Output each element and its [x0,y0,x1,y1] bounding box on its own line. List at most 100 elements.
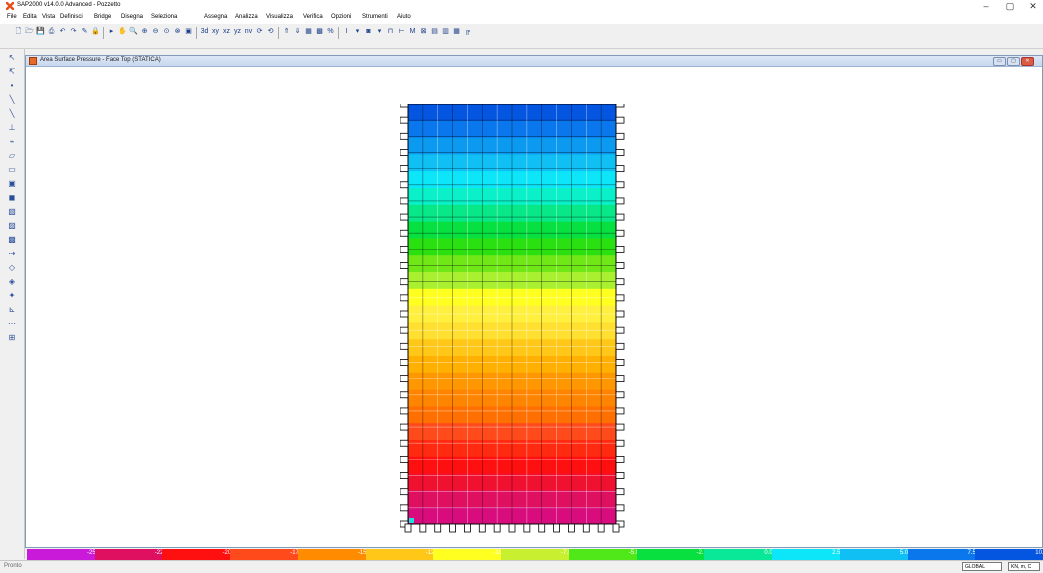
menu-define[interactable]: Definisci [60,14,83,20]
menu-file[interactable]: File [7,14,17,20]
open-file-icon[interactable]: 🗁 [25,28,34,35]
view-nv-icon[interactable]: nv [244,28,253,35]
view-xy-icon[interactable]: xy [212,28,219,35]
concrete-design-icon[interactable]: ▥ [442,28,449,35]
move-down-icon[interactable]: ⇓ [294,28,301,35]
legend-label: 2.5 [832,550,841,556]
menu-edit[interactable]: Edita [23,14,37,20]
status-bar: Pronto GLOBAL KN, m, C [0,560,1043,573]
percent-icon[interactable]: % [327,28,334,35]
virtual-work-icon[interactable]: M [409,28,416,35]
bridge-icon[interactable]: ╔ [465,28,470,35]
zoom-window-icon[interactable]: 🔍 [129,28,138,35]
snap-intersection-icon[interactable]: ✦ [8,291,16,300]
new-file-icon[interactable]: 🗋 [15,28,22,35]
area-stress-contour[interactable] [400,104,626,544]
joint-restraint-marker [615,294,625,302]
menu-select[interactable]: Seleziona [151,14,178,20]
show-deformed-icon[interactable]: ◙ [366,28,371,35]
reshape-icon[interactable]: ↸ [8,67,16,76]
maximize-button[interactable]: ▢ [1005,1,1015,11]
draw-cable-icon[interactable]: ╲ [9,109,15,118]
show-undeformed-icon[interactable]: I [345,28,348,35]
intersecting-line-icon[interactable]: ⇢ [8,249,16,258]
mdi-restore-button[interactable]: ▢ [1007,57,1020,66]
lock-icon[interactable]: 🔒 [91,28,100,35]
draw-rect-area-icon[interactable]: ▭ [8,165,16,174]
joint-restraint-marker [400,181,409,189]
table-icon[interactable]: ▦ [453,28,460,35]
object-shrink-icon[interactable]: ▦ [305,28,312,35]
snap-perpendicular-icon[interactable]: ⊾ [8,305,16,314]
snap-points-icon[interactable]: ◇ [8,263,16,272]
select-all-icon[interactable]: ▧ [8,207,16,216]
joint-restraint-marker [615,310,625,318]
menu-display[interactable]: Visualizza [266,14,293,20]
joint-restraint-marker [615,197,625,205]
joint-restraint-marker [615,165,625,173]
pencil-icon[interactable]: ✎ [81,28,88,35]
zoom-previous-icon[interactable]: ⊗ [174,28,181,35]
joint-restraint-marker [419,523,427,533]
draw-frame-icon[interactable]: ╲ [9,95,15,104]
steel-design-icon[interactable]: ▤ [431,28,438,35]
quick-draw-icon[interactable]: ⊥ [8,123,16,132]
shell-forces-icon[interactable]: ⊢ [398,28,405,35]
zoom-full-icon[interactable]: ⊙ [163,28,170,35]
run-analysis-icon[interactable]: ▸ [109,28,114,35]
pan-icon[interactable]: ✋ [118,28,127,35]
close-button[interactable]: ✕ [1029,1,1037,11]
draw-link-icon[interactable]: ⌁ [9,137,15,146]
design-icon[interactable]: ⊠ [420,28,427,35]
refresh-view-icon[interactable]: ▣ [185,28,192,35]
joint-restraint-marker [568,523,575,533]
window-icon [29,57,37,65]
draw-solid-icon[interactable]: ◼ [8,193,16,202]
joint-restraint-marker [464,523,471,533]
show-forces-icon[interactable]: ▾ [355,28,360,35]
mdi-minimize-button[interactable]: ▭ [993,57,1006,66]
frame-diagram-icon[interactable]: ⊓ [387,28,394,35]
menu-options[interactable]: Opzioni [331,14,352,20]
zoom-in-icon[interactable]: ⊕ [141,28,148,35]
show-stresses-icon[interactable]: ▾ [377,28,382,35]
undo-icon[interactable]: ↶ [59,28,66,35]
menu-design[interactable]: Verifica [303,14,323,20]
menu-bridge[interactable]: Bridge [94,14,112,20]
menu-draw[interactable]: Disegna [121,14,144,20]
quick-area-icon[interactable]: ▣ [8,179,16,188]
snap-lines-icon[interactable]: ⋯ [8,319,16,328]
display-options-icon[interactable]: ▩ [316,28,323,35]
mdi-close-button[interactable]: ✕ [1021,57,1034,66]
pointer-icon[interactable]: ↖ [8,53,16,62]
minimize-button[interactable]: – [983,1,989,11]
legend-segment: 0.0 [704,549,773,560]
menu-tools[interactable]: Strumenti [362,14,388,20]
menu-analyze[interactable]: Analizza [235,14,258,20]
perspective-icon[interactable]: ⟲ [267,28,274,35]
snap-grid-icon[interactable]: ⊞ [8,333,16,342]
rotate-icon[interactable]: ⟳ [256,28,263,35]
move-up-icon[interactable]: ⇑ [283,28,290,35]
view-xz-icon[interactable]: xz [223,28,230,35]
view-3d-icon[interactable]: 3d [200,28,209,35]
menu-help[interactable]: Aiuto [397,14,411,20]
snap-ends-icon[interactable]: ◈ [8,277,16,286]
print-icon[interactable]: ⎙ [48,28,55,35]
menu-assign[interactable]: Assegna [204,14,228,20]
joint-restraint-marker [615,439,625,447]
units-select[interactable]: KN, m, C [1008,562,1040,571]
redo-icon[interactable]: ↷ [70,28,77,35]
clear-selection-icon[interactable]: ▩ [8,235,16,244]
zoom-out-icon[interactable]: ⊖ [152,28,159,35]
get-previous-icon[interactable]: ▨ [8,221,16,230]
coordinate-system-select[interactable]: GLOBAL [962,562,1002,571]
dot-icon[interactable]: • [10,81,14,90]
joint-restraint-marker [615,455,625,463]
draw-poly-area-icon[interactable]: ▱ [8,151,16,160]
legend-label: -25.0 [87,550,101,556]
legend-label: -20.0 [222,550,236,556]
view-yz-icon[interactable]: yz [234,28,241,35]
save-icon[interactable]: 💾 [36,28,45,35]
menu-view[interactable]: Vista [42,14,56,20]
